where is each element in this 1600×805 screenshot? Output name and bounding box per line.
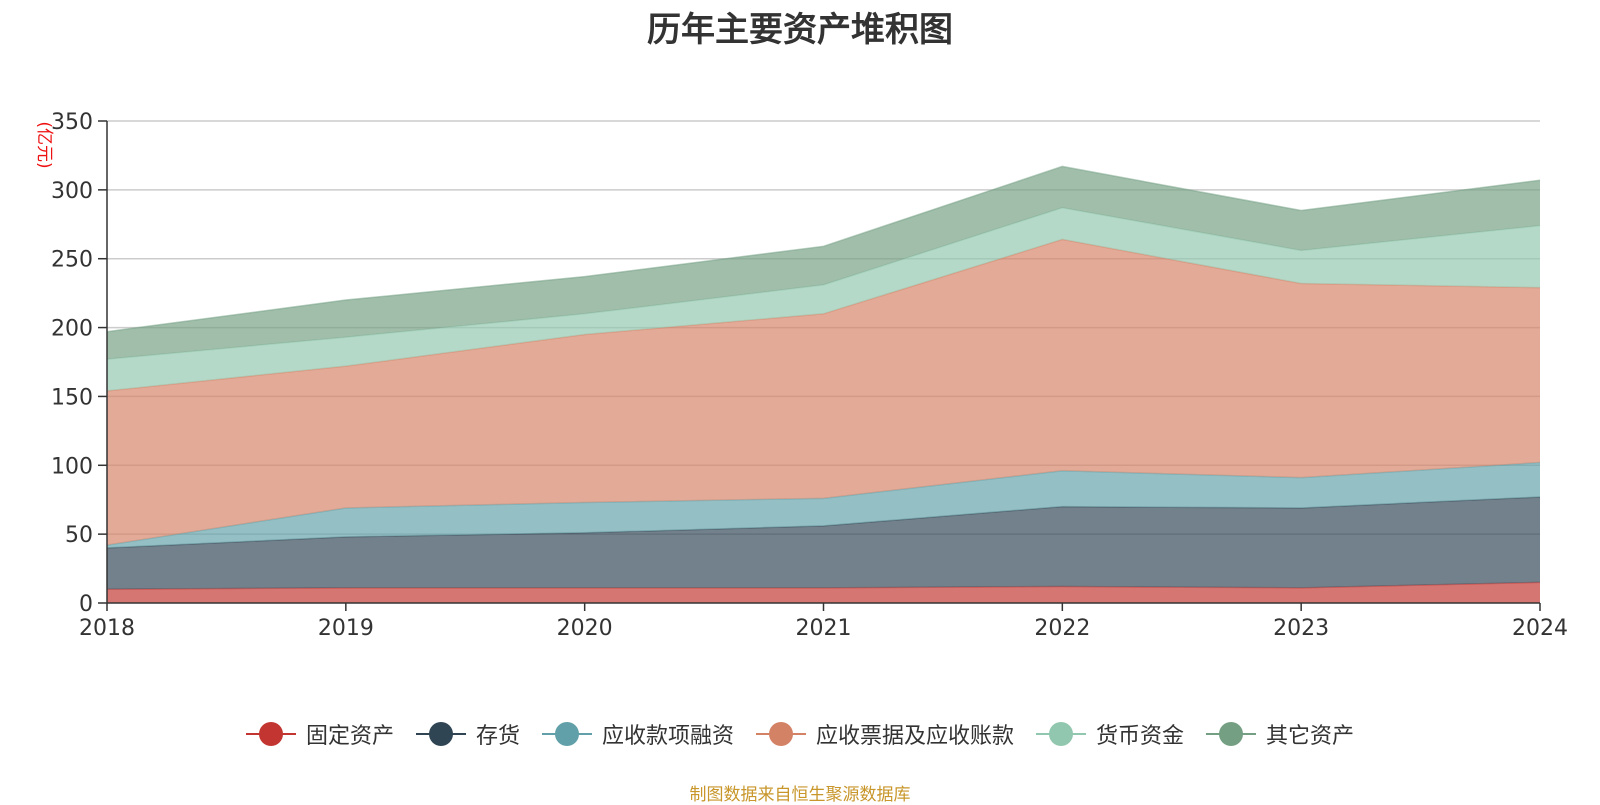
y-tick-label: 250 <box>51 248 93 273</box>
area-series-2 <box>107 462 1540 548</box>
area-series-4 <box>107 207 1540 391</box>
x-tick-label: 2022 <box>1034 616 1090 641</box>
y-tick-label: 200 <box>51 317 93 342</box>
axes: 0 50 100 150 200 250 300 350 2018 2019 2020 2021 202… <box>51 110 1568 641</box>
legend-item[interactable]: 其它资产 <box>1206 718 1354 750</box>
y-tick-label: 350 <box>51 110 93 135</box>
legend-label: 存货 <box>475 724 520 749</box>
x-tick-label: 2021 <box>796 616 852 641</box>
legend-swatch-icon <box>415 721 466 747</box>
line-series-5 <box>106 165 1541 333</box>
legend: 固定资产 存货 应收款项融资 应收票据及应收账款 货币资金 其它资产 <box>0 718 1600 750</box>
legend-swatch-icon <box>1036 721 1087 747</box>
area-series-5 <box>107 166 1540 360</box>
x-tick-label: 2020 <box>557 616 613 641</box>
legend-label: 其它资产 <box>1266 724 1355 749</box>
x-tick-label: 2023 <box>1273 616 1329 641</box>
legend-swatch-icon <box>541 721 592 747</box>
x-tick-label: 2019 <box>318 616 374 641</box>
legend-label: 应收票据及应收账款 <box>816 724 1015 749</box>
x-tick-label: 2024 <box>1512 616 1568 641</box>
area-series-3 <box>107 239 1540 546</box>
y-tick-label: 100 <box>51 454 93 479</box>
area-series-1 <box>107 496 1540 590</box>
y-tick-label: 150 <box>51 385 93 410</box>
y-axis-unit-label: (亿元) <box>34 121 54 168</box>
x-tick-label: 2018 <box>79 616 135 641</box>
legend-item[interactable]: 应收款项融资 <box>541 718 734 750</box>
legend-swatch-icon <box>245 721 296 747</box>
legend-item[interactable]: 应收票据及应收账款 <box>756 718 1014 750</box>
legend-label: 应收款项融资 <box>601 724 734 749</box>
legend-swatch-icon <box>1206 721 1257 747</box>
stacked-areas <box>106 165 1541 603</box>
legend-label: 固定资产 <box>305 724 394 749</box>
y-tick-label: 300 <box>51 179 93 204</box>
legend-item[interactable]: 存货 <box>415 718 520 750</box>
legend-label: 货币资金 <box>1096 724 1185 749</box>
legend-item[interactable]: 货币资金 <box>1036 718 1184 750</box>
legend-item[interactable]: 固定资产 <box>245 718 394 750</box>
source-note: 制图数据来自恒生聚源数据库 <box>689 785 911 805</box>
y-tick-label: 0 <box>79 592 93 617</box>
y-tick-label: 50 <box>65 523 93 548</box>
legend-swatch-icon <box>756 721 806 747</box>
chart-title: 历年主要资产堆积图 <box>647 10 953 50</box>
